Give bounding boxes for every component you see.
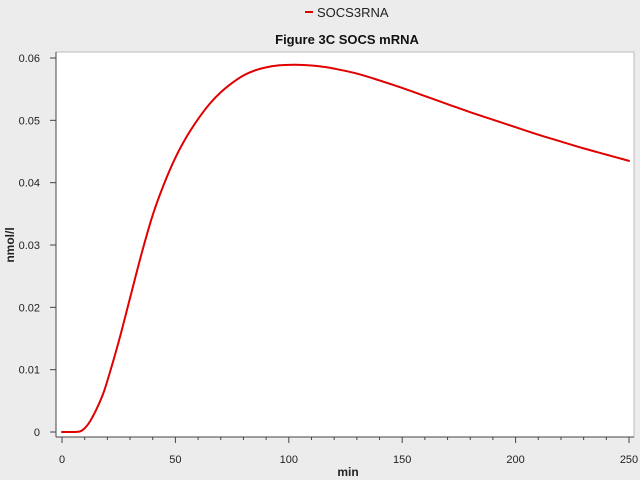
y-tick-label: 0.01	[19, 365, 40, 377]
y-axis-label: nmol/l	[3, 227, 17, 262]
legend: SOCS3RNA	[305, 5, 389, 20]
series-line-socs3rna	[61, 63, 630, 434]
x-ticks: 0 50 100 150 200 250	[59, 437, 638, 466]
series-group	[61, 63, 630, 434]
y-tick-label: 0.02	[19, 302, 40, 314]
x-tick-label: 200	[506, 454, 524, 466]
x-tick-label: 0	[59, 454, 65, 466]
y-tick-label: 0.04	[19, 178, 40, 190]
y-ticks: 0 0.01 0.02 0.03 0.04 0.05 0.06	[19, 53, 56, 439]
y-tick-label: 0.05	[19, 115, 40, 127]
x-tick-label: 250	[620, 454, 638, 466]
legend-label: SOCS3RNA	[317, 5, 389, 20]
x-tick-label: 100	[280, 454, 298, 466]
x-axis-label: min	[337, 465, 358, 479]
y-tick-label: 0	[34, 427, 40, 439]
y-tick-label: 0.06	[19, 53, 40, 65]
chart-title: Figure 3C SOCS mRNA	[275, 32, 419, 47]
x-tick-label: 50	[169, 454, 181, 466]
plot-area	[55, 51, 635, 438]
y-tick-label: 0.03	[19, 240, 40, 252]
x-tick-label: 150	[393, 454, 411, 466]
